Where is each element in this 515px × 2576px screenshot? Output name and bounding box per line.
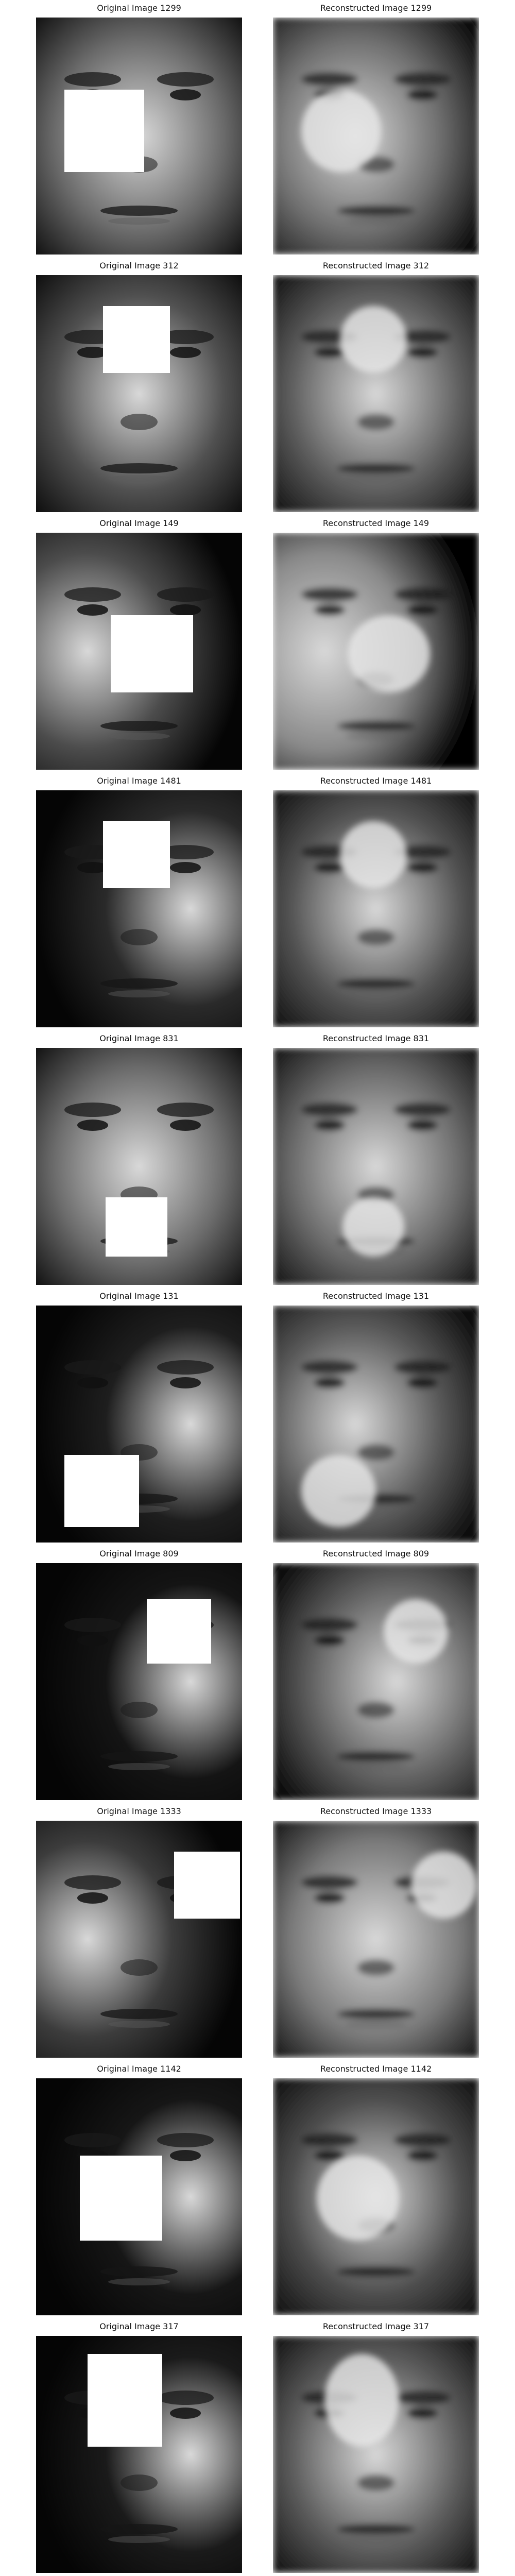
reconstructed-region [340, 306, 407, 373]
original-panel: Original Image 1333 [36, 1803, 242, 2061]
original-image-title: Original Image 1481 [97, 776, 181, 786]
reconstructed-face-image [273, 533, 479, 770]
original-face-image [36, 2078, 242, 2315]
occlusion-mask [103, 821, 170, 888]
original-panel: Original Image 149 [36, 515, 242, 773]
original-panel: Original Image 317 [36, 2318, 242, 2576]
reconstructed-face-image [273, 2078, 479, 2315]
occlusion-mask [80, 2156, 162, 2241]
reconstructed-panel: Reconstructed Image 809 [273, 1546, 479, 1803]
comparison-row: Original Image 1142 Reconstructed Image 1… [0, 2061, 515, 2318]
original-panel: Original Image 1142 [36, 2061, 242, 2318]
reconstructed-face-image [273, 1821, 479, 2058]
reconstructed-region [301, 1455, 376, 1527]
reconstructed-image-title: Reconstructed Image 1142 [320, 2064, 432, 2074]
reconstructed-image-title: Reconstructed Image 149 [322, 518, 430, 528]
reconstructed-face-image [273, 1563, 479, 1800]
reconstructed-region [342, 1197, 404, 1257]
comparison-row: Original Image 1333 Reconstructed Image 1… [0, 1803, 515, 2061]
reconstructed-image-title: Reconstructed Image 1299 [320, 3, 432, 13]
original-image-title: Original Image 1142 [97, 2064, 181, 2074]
original-image-title: Original Image 809 [99, 1549, 179, 1558]
original-panel: Original Image 312 [36, 258, 242, 515]
reconstructed-face-image [273, 18, 479, 255]
original-image-title: Original Image 149 [99, 518, 179, 528]
original-face-image [36, 275, 242, 512]
comparison-row: Original Image 312 Reconstructed Image 31… [0, 258, 515, 515]
original-image-title: Original Image 131 [99, 1291, 179, 1301]
original-face-image [36, 790, 242, 1027]
reconstructed-face-image [273, 790, 479, 1027]
reconstructed-face-image [273, 2336, 479, 2573]
original-face-image [36, 1306, 242, 1543]
comparison-row: Original Image 317 Reconstructed Image 31… [0, 2318, 515, 2576]
original-panel: Original Image 809 [36, 1546, 242, 1803]
original-panel: Original Image 1481 [36, 773, 242, 1030]
reconstructed-image-title: Reconstructed Image 312 [322, 261, 430, 270]
occlusion-mask [88, 2354, 162, 2447]
reconstructed-image-title: Reconstructed Image 1333 [320, 1806, 432, 1816]
comparison-row: Original Image 1299 Reconstructed Image 1… [0, 0, 515, 258]
original-face-image [36, 533, 242, 770]
original-image-title: Original Image 312 [99, 261, 179, 270]
reconstructed-region [411, 1852, 477, 1919]
comparison-row: Original Image 149 Reconstructed Image 14… [0, 515, 515, 773]
original-image-title: Original Image 1299 [97, 3, 181, 13]
reconstructed-region [384, 1599, 448, 1664]
original-face-image [36, 1563, 242, 1800]
reconstructed-panel: Reconstructed Image 131 [273, 1288, 479, 1546]
original-panel: Original Image 831 [36, 1030, 242, 1288]
original-panel: Original Image 131 [36, 1288, 242, 1546]
reconstructed-panel: Reconstructed Image 1333 [273, 1803, 479, 2061]
reconstructed-panel: Reconstructed Image 149 [273, 515, 479, 773]
reconstructed-region [317, 2156, 399, 2241]
original-panel: Original Image 1299 [36, 0, 242, 258]
occlusion-mask [174, 1852, 240, 1919]
original-face-image [36, 1821, 242, 2058]
occlusion-mask [147, 1599, 211, 1664]
comparison-row: Original Image 131 Reconstructed Image 13… [0, 1288, 515, 1546]
comparison-row: Original Image 809 Reconstructed Image 80… [0, 1546, 515, 1803]
original-image-title: Original Image 831 [99, 1033, 179, 1043]
reconstructed-panel: Reconstructed Image 1299 [273, 0, 479, 258]
reconstructed-image-title: Reconstructed Image 831 [322, 1033, 430, 1043]
original-face-image [36, 18, 242, 255]
reconstructed-image-title: Reconstructed Image 809 [322, 1549, 430, 1558]
reconstructed-region [340, 821, 407, 888]
occlusion-mask [103, 306, 170, 373]
reconstructed-panel: Reconstructed Image 312 [273, 258, 479, 515]
reconstructed-face-image [273, 1306, 479, 1543]
comparison-row: Original Image 831 Reconstructed Image 83… [0, 1030, 515, 1288]
occlusion-mask [64, 90, 144, 172]
reconstructed-image-title: Reconstructed Image 131 [322, 1291, 430, 1301]
reconstructed-face-image [273, 275, 479, 512]
reconstructed-region [301, 90, 381, 172]
reconstructed-image-title: Reconstructed Image 317 [322, 2321, 430, 2331]
reconstructed-region [348, 615, 430, 692]
reconstructed-region [324, 2354, 399, 2447]
occlusion-mask [111, 615, 193, 692]
reconstructed-image-title: Reconstructed Image 1481 [320, 776, 432, 786]
reconstructed-panel: Reconstructed Image 317 [273, 2318, 479, 2576]
original-face-image [36, 1048, 242, 1285]
original-image-title: Original Image 317 [99, 2321, 179, 2331]
original-image-title: Original Image 1333 [97, 1806, 181, 1816]
reconstructed-panel: Reconstructed Image 831 [273, 1030, 479, 1288]
occlusion-mask [106, 1197, 167, 1257]
comparison-row: Original Image 1481 Reconstructed Image 1… [0, 773, 515, 1030]
original-face-image [36, 2336, 242, 2573]
occlusion-mask [64, 1455, 139, 1527]
reconstructed-face-image [273, 1048, 479, 1285]
reconstructed-panel: Reconstructed Image 1142 [273, 2061, 479, 2318]
reconstructed-panel: Reconstructed Image 1481 [273, 773, 479, 1030]
